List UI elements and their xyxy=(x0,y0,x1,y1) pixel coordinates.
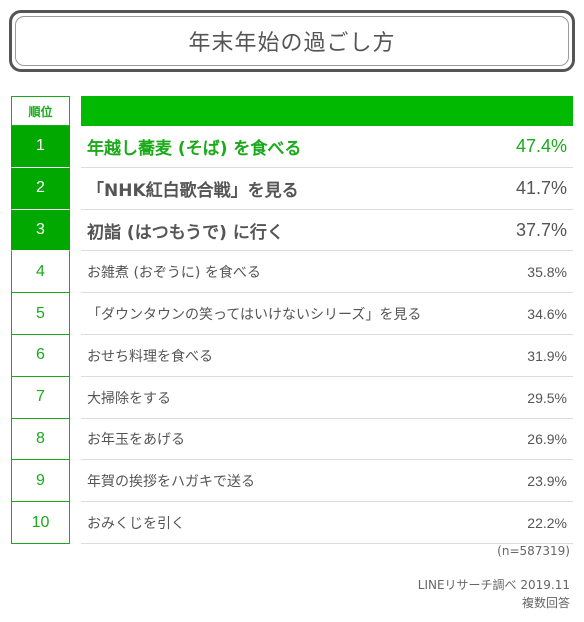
answer-method-note: 複数回答 xyxy=(521,596,570,610)
rank-cell: 2 xyxy=(11,167,70,210)
rank-cell: 4 xyxy=(11,251,70,294)
percentage-cell: 47.4% xyxy=(515,136,567,157)
table-row: 6 おせち料理を食べる 31.9% xyxy=(11,334,573,377)
table-row: 1 年越し蕎麦 (そば) を食べる 47.4% xyxy=(11,126,573,168)
item-cell: 年越し蕎麦 (そば) を食べる xyxy=(87,139,302,160)
rank-cell: 9 xyxy=(11,460,70,503)
percentage-cell: 31.9% xyxy=(527,347,567,364)
row-divider xyxy=(81,542,573,544)
table-header: 順位 xyxy=(11,96,573,126)
row-divider xyxy=(81,375,573,377)
row-divider xyxy=(81,166,573,168)
item-cell: 年賀の挨拶をハガキで送る xyxy=(87,474,255,491)
row-divider xyxy=(81,501,573,503)
item-cell: おせち料理を食べる xyxy=(87,348,213,365)
item-cell: おみくじを引く xyxy=(87,516,185,533)
table-row: 5 「ダウンタウンの笑ってはいけないシリーズ」を見る 34.6% xyxy=(11,293,573,335)
percentage-cell: 22.2% xyxy=(527,515,567,532)
page-title: 年末年始の過ごし方 xyxy=(15,16,569,66)
row-divider xyxy=(81,459,573,461)
sample-size-note: (n=587319) xyxy=(497,544,570,558)
table-row: 7 大掃除をする 29.5% xyxy=(11,376,573,419)
table-row: 10 おみくじを引く 22.2% xyxy=(11,502,573,544)
rank-cell: 8 xyxy=(11,418,70,461)
row-divider xyxy=(81,208,573,210)
rank-cell: 10 xyxy=(11,502,70,544)
table-row: 2 「NHK紅白歌合戦」を見る 41.7% xyxy=(11,167,573,210)
row-divider xyxy=(81,417,573,419)
item-cell: 「NHK紅白歌合戦」を見る xyxy=(87,181,299,202)
percentage-cell: 35.8% xyxy=(527,264,567,281)
rank-cell: 5 xyxy=(11,293,70,335)
table-row: 4 お雑煮 (おぞうに) を食べる 35.8% xyxy=(11,251,573,294)
table-row: 8 お年玉をあげる 26.9% xyxy=(11,418,573,461)
item-cell: 「ダウンタウンの笑ってはいけないシリーズ」を見る xyxy=(87,307,422,324)
rank-column-header: 順位 xyxy=(11,96,70,126)
ranking-table: 順位 1 年越し蕎麦 (そば) を食べる 47.4% 2 「NHK紅白歌合戦」を… xyxy=(11,96,573,544)
table-row: 9 年賀の挨拶をハガキで送る 23.9% xyxy=(11,460,573,503)
title-box: 年末年始の過ごし方 xyxy=(9,10,575,72)
row-divider xyxy=(81,292,573,294)
percentage-cell: 41.7% xyxy=(515,178,567,199)
header-accent-bar xyxy=(81,96,573,126)
item-cell: お年玉をあげる xyxy=(87,432,185,449)
item-cell: 大掃除をする xyxy=(87,390,171,407)
rank-cell: 6 xyxy=(11,334,70,377)
item-cell: 初詣 (はつもうで) に行く xyxy=(87,222,284,243)
table-row: 3 初詣 (はつもうで) に行く 37.7% xyxy=(11,209,573,252)
percentage-cell: 34.6% xyxy=(527,306,567,323)
row-divider xyxy=(81,250,573,252)
rank-cell: 7 xyxy=(11,376,70,419)
source-note: LINEリサーチ調べ 2019.11 xyxy=(417,578,570,592)
rank-cell: 1 xyxy=(11,126,70,168)
percentage-cell: 26.9% xyxy=(527,431,567,448)
row-divider xyxy=(81,333,573,335)
item-cell: お雑煮 (おぞうに) を食べる xyxy=(87,265,261,282)
rank-cell: 3 xyxy=(11,209,70,252)
percentage-cell: 37.7% xyxy=(515,219,567,240)
percentage-cell: 29.5% xyxy=(527,389,567,406)
percentage-cell: 23.9% xyxy=(527,473,567,490)
